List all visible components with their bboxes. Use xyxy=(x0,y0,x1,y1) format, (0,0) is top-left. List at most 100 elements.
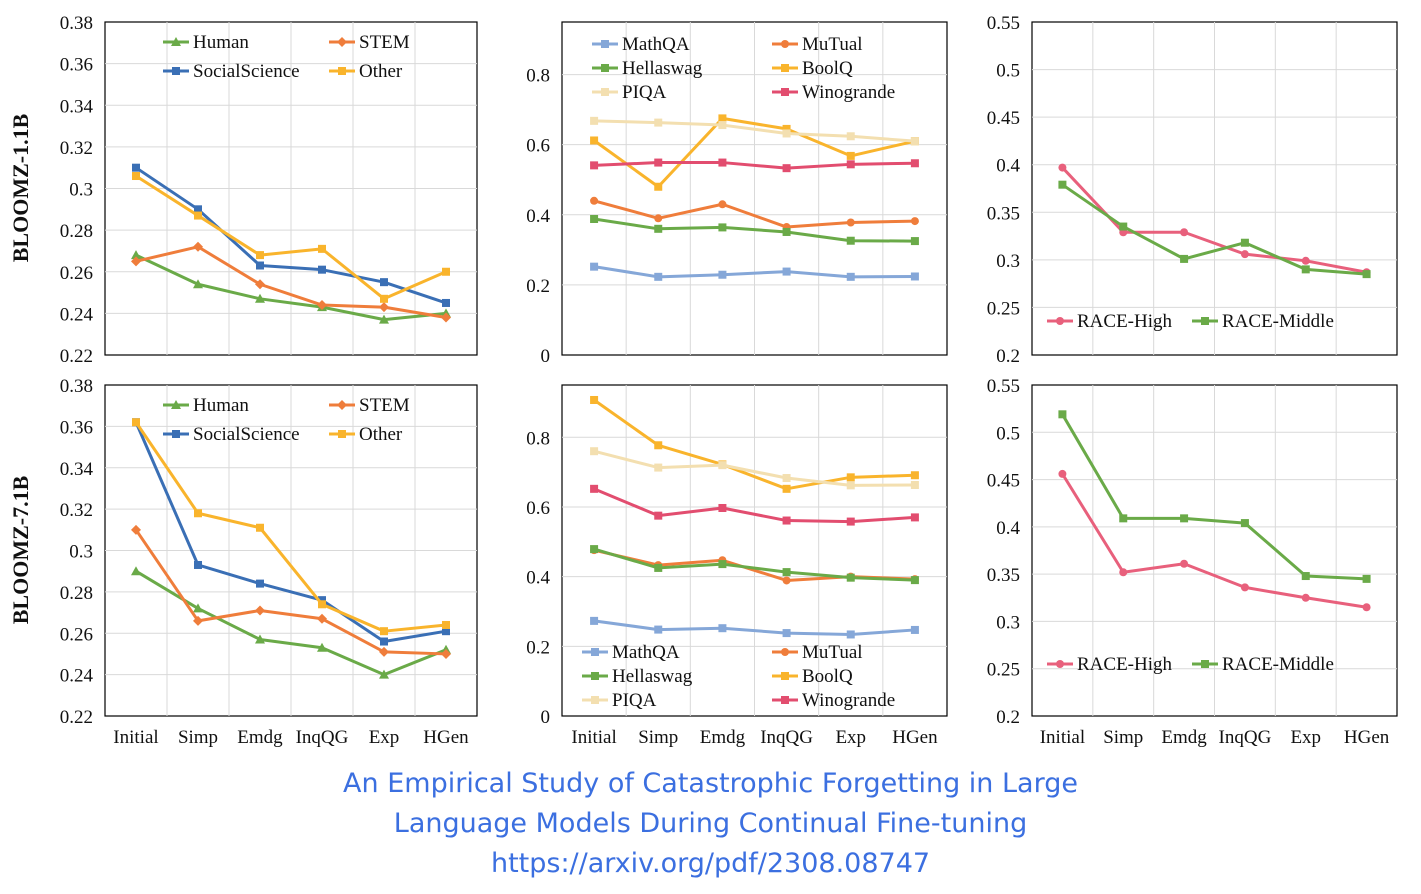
y-tick-label: 0.3 xyxy=(69,180,93,201)
y-tick-label: 0.45 xyxy=(987,471,1020,492)
data-point-other-inqqg xyxy=(318,244,326,253)
legend-label-mutual: MuTual xyxy=(802,34,863,55)
legend-label-socialscience: SocialScience xyxy=(193,424,300,445)
x-tick-label-inqqg: InqQG xyxy=(760,727,813,748)
data-point-hellaswag-inqqg xyxy=(782,227,791,236)
x-tick-label-emdg: Emdg xyxy=(237,727,283,748)
data-point-winogrande-hgen xyxy=(910,159,919,168)
data-point-hellaswag-simp xyxy=(654,224,663,233)
data-point-human-simp xyxy=(193,603,203,613)
legend-label-other: Other xyxy=(359,424,403,445)
y-tick-label: 0.55 xyxy=(987,376,1020,397)
legend-label-mutual: MuTual xyxy=(802,642,863,663)
series-piqa xyxy=(590,116,919,146)
data-point-socialscience-exp xyxy=(380,637,388,646)
data-point-race-middle-hgen xyxy=(1362,270,1371,279)
data-point-human-exp xyxy=(379,314,389,324)
legend-marker-boolq xyxy=(781,672,789,680)
legend-marker-stem xyxy=(337,37,347,47)
legend-label-socialscience: SocialScience xyxy=(193,61,300,82)
data-point-stem-exp xyxy=(379,646,389,657)
data-point-mathqa-simp xyxy=(654,272,663,281)
data-point-mathqa-hgen xyxy=(910,272,919,281)
legend-label-hellaswag: Hellaswag xyxy=(622,58,703,79)
legend-item-hellaswag: Hellaswag xyxy=(582,666,693,687)
data-point-stem-exp xyxy=(379,302,389,313)
series-line-hellaswag xyxy=(593,217,915,243)
series-line-piqa xyxy=(593,449,915,487)
legend-label-hellaswag: Hellaswag xyxy=(612,666,693,687)
series-line-mutual xyxy=(593,199,915,229)
data-point-other-initial xyxy=(132,172,140,181)
data-point-boolq-simp xyxy=(654,182,663,191)
data-point-winogrande-emdg xyxy=(718,503,727,512)
data-point-hellaswag-initial xyxy=(590,214,599,223)
series-line-human xyxy=(135,253,447,322)
data-point-stem-hgen xyxy=(441,648,451,659)
data-point-boolq-exp xyxy=(846,151,855,160)
data-point-other-hgen xyxy=(442,267,450,276)
data-point-piqa-emdg xyxy=(718,121,727,130)
legend-label-piqa: PIQA xyxy=(612,690,657,711)
data-point-human-inqqg xyxy=(317,642,327,652)
data-point-piqa-exp xyxy=(846,481,855,490)
y-tick-label: 0.4 xyxy=(526,568,550,589)
data-point-hellaswag-hgen xyxy=(910,237,919,246)
legend-label-other: Other xyxy=(359,61,403,82)
series-line-winogrande xyxy=(593,487,916,524)
legend-item-socialscience: SocialScience xyxy=(163,424,300,445)
data-point-mathqa-initial xyxy=(590,262,599,271)
y-tick-label: 0.2 xyxy=(526,276,550,297)
data-point-boolq-simp xyxy=(654,441,663,450)
data-point-stem-initial xyxy=(131,256,141,267)
chart-1-2: 0 0.2 0.4 0.6 0.8 MathQA MuTual Hellaswag BoolQ P… xyxy=(526,21,948,367)
data-point-mutual-initial xyxy=(590,196,599,205)
legend-item-mutual: MuTual xyxy=(772,642,863,663)
data-point-race-middle-inqqg xyxy=(1240,238,1249,247)
series-line-hellaswag xyxy=(593,547,915,582)
data-point-boolq-inqqg xyxy=(782,124,791,133)
x-tick-label-simp: Simp xyxy=(638,727,678,748)
legend-marker-boolq xyxy=(781,64,789,72)
data-point-mathqa-simp xyxy=(654,625,663,634)
y-tick-label: 0.2 xyxy=(996,707,1020,728)
series-line-other xyxy=(135,174,447,301)
legend-label-winogrande: Winogrande xyxy=(802,82,895,103)
series-line-race-middle xyxy=(1061,183,1367,276)
data-point-mutual-exp xyxy=(846,218,855,227)
y-tick-label: 0.55 xyxy=(987,13,1020,34)
data-point-hellaswag-simp xyxy=(654,563,663,572)
data-point-winogrande-initial xyxy=(590,161,599,170)
series-race-high xyxy=(1058,469,1371,612)
data-point-mathqa-initial xyxy=(590,616,599,625)
legend-item-stem: STEM xyxy=(329,395,410,416)
legend-item-race-high: RACE-High xyxy=(1047,311,1173,332)
x-tick-label-initial: Initial xyxy=(113,727,158,748)
data-point-mathqa-inqqg xyxy=(782,629,791,638)
data-point-mathqa-inqqg xyxy=(782,267,791,276)
y-tick-label: 0.24 xyxy=(60,304,94,325)
y-tick-label: 0.8 xyxy=(526,66,550,87)
data-point-race-high-initial xyxy=(1058,163,1067,172)
legend-item-race-middle: RACE-Middle xyxy=(1192,311,1334,332)
x-tick-label-emdg: Emdg xyxy=(700,727,746,748)
data-point-race-middle-inqqg xyxy=(1240,519,1249,528)
series-line-winogrande xyxy=(594,161,915,170)
legend: Human STEM SocialScience Other xyxy=(163,32,410,82)
legend-label-race-high: RACE-High xyxy=(1077,654,1173,675)
y-tick-label: 0.22 xyxy=(60,346,93,367)
row-label-bloomz-7-1b: BLOOMZ-7.1B xyxy=(8,475,33,624)
x-tick-label-hgen: HGen xyxy=(423,727,469,748)
data-point-race-middle-initial xyxy=(1058,180,1067,189)
caption-url[interactable]: https://arxiv.org/pdf/2308.08747 xyxy=(490,848,931,879)
legend-label-human: Human xyxy=(193,395,249,416)
series-line-race-high xyxy=(1061,166,1367,274)
data-point-race-middle-exp xyxy=(1301,265,1310,274)
data-point-race-high-initial xyxy=(1058,469,1067,478)
data-point-hellaswag-emdg xyxy=(718,223,727,232)
y-tick-label: 0.4 xyxy=(996,518,1020,539)
y-tick-label: 0.36 xyxy=(60,55,93,76)
chart-2-1: 0.22 0.24 0.26 0.28 0.3 0.32 0.34 0.36 0.38 Initi… xyxy=(60,376,478,748)
data-point-socialscience-exp xyxy=(380,278,388,287)
data-point-stem-emdg xyxy=(255,605,265,616)
